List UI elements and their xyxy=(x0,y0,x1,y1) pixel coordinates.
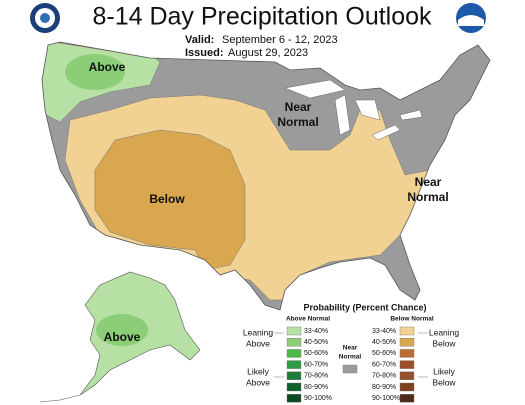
swatch xyxy=(399,338,415,347)
below-header: Below Normal xyxy=(390,316,434,323)
issued-label: Issued: xyxy=(185,47,224,59)
range-label: 90-100% xyxy=(304,395,332,402)
issued-date: August 29, 2023 xyxy=(228,47,308,59)
conus xyxy=(42,42,490,310)
label-line: Above xyxy=(246,377,270,387)
swatch xyxy=(399,326,415,336)
valid-dates: September 6 - 12, 2023 xyxy=(222,34,338,46)
noaa-logo xyxy=(456,3,486,33)
title: 8-14 Day Precipitation Outlook xyxy=(92,3,432,31)
range-label: 40-50% xyxy=(304,339,328,346)
swatch xyxy=(286,338,302,347)
range-label: 80-90% xyxy=(304,384,328,391)
range-label: 80-90% xyxy=(372,384,396,391)
range-label: 60-70% xyxy=(372,361,396,368)
range-label: 60-70% xyxy=(304,361,328,368)
label-line: Normal xyxy=(407,190,448,204)
range-label: 70-80% xyxy=(372,373,396,380)
label-line: Normal xyxy=(339,354,362,361)
above-header: Above Normal xyxy=(286,316,330,323)
swatch xyxy=(399,349,415,358)
valid-label: Valid: xyxy=(185,34,214,46)
range-label: 50-60% xyxy=(304,350,328,357)
swatch xyxy=(399,371,415,380)
below-area xyxy=(94,129,246,271)
label-line: Below xyxy=(432,338,456,348)
swatch xyxy=(399,382,415,392)
swatch xyxy=(286,394,302,403)
label-line: Above xyxy=(104,330,141,344)
range-label: 40-50% xyxy=(372,339,396,346)
label-line: Below xyxy=(432,377,456,387)
swatch xyxy=(399,394,415,403)
swatch xyxy=(342,364,358,374)
label-line: Near xyxy=(415,175,442,189)
range-label: 33-40% xyxy=(372,328,396,335)
label-line: Above xyxy=(246,338,270,348)
alaska xyxy=(39,271,201,403)
range-label: 70-80% xyxy=(304,373,328,380)
label-line: Normal xyxy=(277,115,318,129)
range-label: 33-40% xyxy=(304,328,328,335)
swatch xyxy=(286,371,302,380)
label-line: Likely xyxy=(433,366,455,376)
label-line: Near xyxy=(343,345,358,352)
swatch xyxy=(286,349,302,358)
label-line: Leaning xyxy=(243,327,274,337)
swatch xyxy=(399,360,415,369)
swatch xyxy=(286,360,302,369)
label-line: Leaning xyxy=(429,327,460,337)
label-line: Below xyxy=(149,192,185,206)
above-area xyxy=(65,54,125,90)
range-label: 50-60% xyxy=(372,350,396,357)
swatch xyxy=(286,326,302,336)
label-line: Likely xyxy=(247,366,269,376)
swatch xyxy=(286,382,302,392)
great-lakes xyxy=(284,79,423,141)
us-outline xyxy=(41,41,491,311)
range-label: 90-100% xyxy=(372,395,400,402)
label-line: Near xyxy=(285,100,312,114)
legend-title: Probability (Percent Chance) xyxy=(303,302,426,312)
doc-logo xyxy=(30,3,60,33)
label-line: Above xyxy=(89,60,126,74)
